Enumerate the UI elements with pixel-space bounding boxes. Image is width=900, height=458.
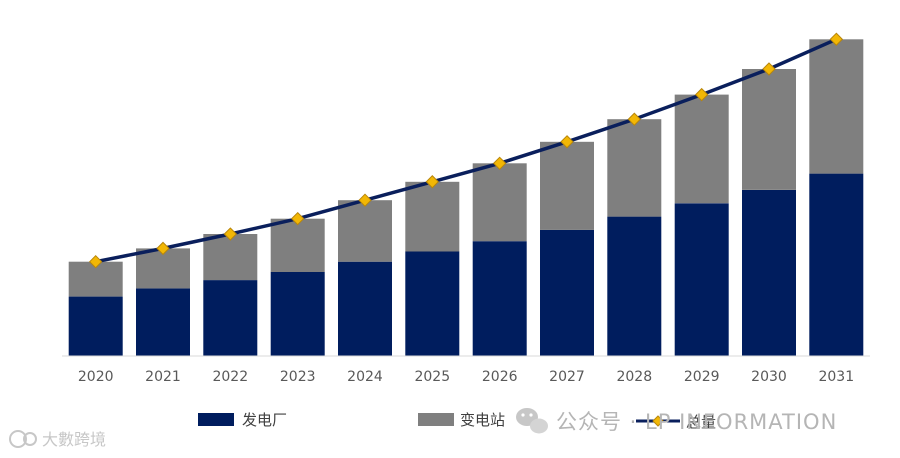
x-tick-label: 2025 [414,369,450,385]
line-point-2027 [560,135,574,149]
x-tick-label: 2024 [347,369,383,385]
legend-swatch-0 [198,413,234,426]
bar-0-2030 [742,190,796,356]
line-point-2021 [156,241,170,256]
bar-0-2022 [203,280,258,356]
x-tick-label: 2023 [280,369,316,385]
bar-1-2026 [472,163,527,242]
legend-item-1: 变电站 [418,411,505,429]
line-point-2023 [290,211,305,226]
bar-1-2024 [338,200,392,262]
bar-0-2023 [270,271,325,356]
legend-label-2: 总量 [686,413,716,431]
line-point-2025 [425,175,440,189]
bar-0-2027 [540,229,594,356]
bar-1-2023 [270,218,325,272]
line-point-2024 [358,193,372,207]
x-tick-label: 2022 [212,369,248,385]
bar-0-2025 [405,251,460,356]
legend-label-1: 变电站 [460,411,505,429]
line-point-2020 [88,254,103,269]
x-tick-label: 2020 [78,369,114,385]
bars-layer [68,39,864,356]
bar-1-2031 [809,39,864,174]
x-tick-label: 2030 [751,369,787,385]
x-tick-label: 2028 [616,369,652,385]
line-point-2028 [627,112,642,126]
line-layer [88,32,844,269]
line-point-2029 [694,87,709,102]
bar-1-2030 [742,69,796,190]
wechat-watermark-text: 公众号 · LP INFORMATION [556,410,837,434]
bar-0-2031 [809,173,864,356]
legend-marker-2 [652,415,664,427]
bar-1-2029 [674,94,729,204]
legend-swatch-1 [418,413,454,426]
line-point-2030 [762,62,776,76]
legend-item-2: 总量 [636,413,716,431]
bar-0-2020 [68,296,123,356]
x-tick-labels: 2020 2021 2022 2023 2024 2025 2026 2027 2028 2029… [78,369,854,385]
bar-0-2026 [472,241,527,356]
line-point-2026 [492,156,507,171]
x-tick-label: 2027 [549,369,585,385]
legend-label-0: 发电厂 [242,411,287,429]
x-tick-label: 2031 [818,369,854,385]
bar-0-2029 [674,203,729,356]
legend-item-0: 发电厂 [198,411,287,429]
wechat-watermark: 公众号 · LP INFORMATION [516,408,837,434]
corner-watermark: 大數跨境 [9,430,106,449]
bar-1-2022 [203,234,258,281]
line-point-2031 [829,32,844,46]
legend: 发电厂 变电站 总量 [198,411,716,431]
bar-1-2027 [540,141,594,230]
bar-1-2028 [607,119,662,217]
line-point-2022 [223,227,238,241]
corner-logo-icon [9,430,37,448]
bar-1-2025 [405,181,460,252]
wechat-icon [516,408,548,434]
line-series-0 [95,37,838,264]
bar-0-2024 [338,261,392,356]
bar-0-2028 [607,216,662,356]
x-tick-label: 2021 [145,369,181,385]
x-tick-label: 2029 [684,369,720,385]
x-tick-label: 2026 [482,369,518,385]
corner-watermark-text: 大數跨境 [42,430,106,449]
bar-0-2021 [136,288,190,356]
